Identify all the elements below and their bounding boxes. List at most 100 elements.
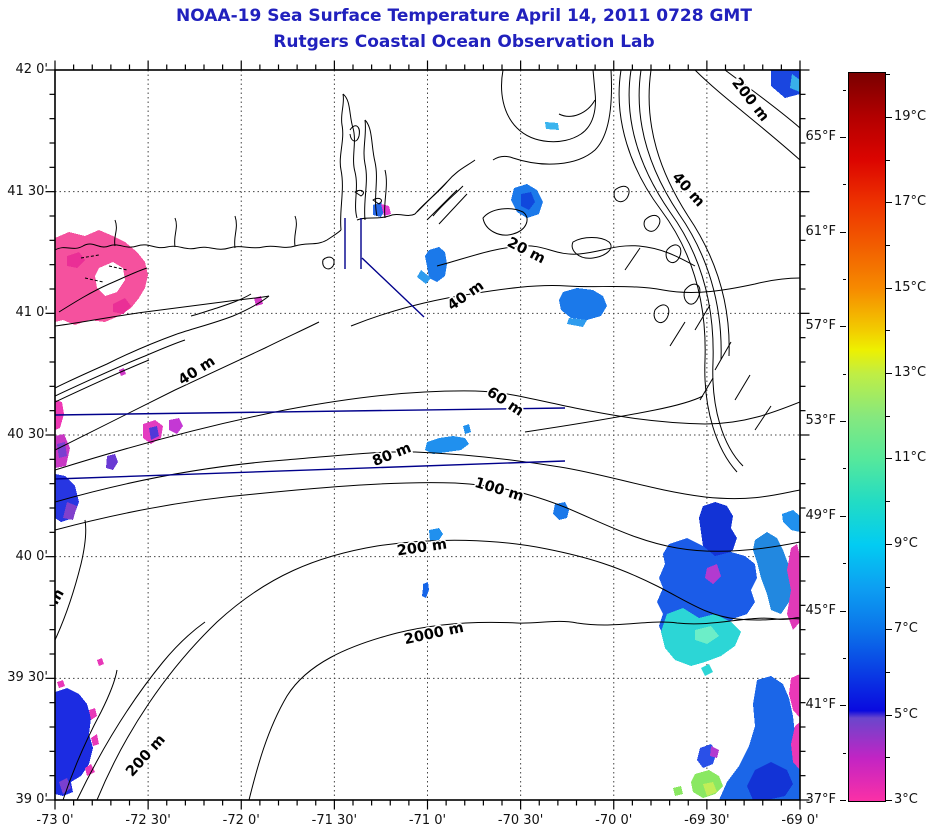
bathymetry-contour — [438, 193, 468, 225]
colorbar-minortick-f — [842, 89, 846, 91]
colorbar-minortick-c — [886, 159, 890, 161]
bathymetry-contour — [349, 125, 360, 142]
sst-patch-corner-mag2 — [791, 722, 800, 770]
x-tick-label: -70 0' — [595, 813, 633, 828]
sst-patch-se-darklobe — [699, 502, 737, 558]
colorbar-tick-c — [886, 800, 892, 801]
bathymetry-contour — [694, 304, 711, 331]
figure-title: NOAA-19 Sea Surface Temperature April 14… — [176, 6, 752, 26]
figure-subtitle: Rutgers Coastal Ocean Observation Lab — [273, 32, 655, 52]
bathymetry-contour — [55, 519, 87, 641]
colorbar-label-fahrenheit: 45°F — [805, 602, 836, 618]
transect-line — [55, 460, 566, 480]
bathymetry-contour — [96, 539, 800, 800]
colorbar-tick-f — [840, 705, 846, 707]
colorbar-tick-f — [840, 136, 846, 138]
y-tick-label: 39 30' — [7, 670, 48, 686]
colorbar-label-celsius: 15°C — [894, 279, 927, 295]
colorbar-label-fahrenheit: 49°F — [805, 507, 836, 523]
sst-patch-corner-dark — [747, 762, 793, 800]
bathymetry-contour — [669, 321, 686, 347]
sst-patch-bbay-blue — [425, 247, 447, 282]
sst-patch-lisound-dark2 — [113, 298, 131, 314]
sst-patch-purple-small — [106, 454, 118, 470]
colorbar-minortick-c — [886, 330, 890, 332]
y-tick-label: 41 0' — [15, 305, 48, 321]
contour-label: 2000 m — [403, 620, 466, 648]
bathymetry-contour — [234, 215, 237, 249]
y-tick-label: 40 30' — [7, 427, 48, 442]
contour-label: 40 m — [176, 353, 219, 388]
bathymetry-contour — [436, 245, 696, 267]
sst-patch-tinydot1 — [97, 658, 104, 666]
bathymetry-contour — [190, 293, 252, 317]
contour-label: m — [46, 586, 67, 607]
bathymetry-contour — [624, 247, 641, 271]
bathymetry-contour — [294, 215, 297, 247]
bathymetry-contour — [665, 244, 682, 263]
colorbar-tick-c — [886, 116, 892, 118]
bathymetry-contour — [356, 213, 416, 221]
bathymetry-contour — [571, 237, 612, 259]
colorbar-tick-f — [840, 231, 846, 233]
bathymetry-contour — [55, 451, 800, 503]
bathymetry-contour — [384, 169, 387, 219]
x-tick-label: -71 0' — [408, 813, 447, 828]
coast-dash — [84, 277, 104, 283]
coast-dash — [80, 254, 100, 259]
colorbar-label-fahrenheit: 65°F — [805, 128, 836, 144]
colorbar-minortick-c — [886, 74, 890, 76]
sst-patch-dot-magenta — [254, 296, 263, 306]
map-interior: 200 m 40 m 20 m 40 m 40 m 60 m 80 m 100 m 200 m 2… — [46, 70, 800, 800]
colorbar-minortick-c — [886, 415, 890, 417]
sst-patch-ccbay-cyan — [545, 122, 559, 130]
colorbar-minortick-f — [842, 468, 846, 470]
colorbar-tick-c — [886, 202, 892, 204]
bathymetry-contour — [492, 70, 612, 165]
sst-patch-se-lightcyan — [695, 626, 719, 644]
contour-label: 100 m — [473, 475, 526, 505]
sst-patch-corner-greendot — [673, 786, 683, 796]
x-tick-label: -71 30' — [311, 813, 358, 828]
sst-patch-mid-blue — [149, 426, 159, 440]
bathymetry-contour — [628, 70, 744, 467]
sst-patch-100m-blue — [553, 502, 569, 520]
sst-patch-vs-cyan — [567, 318, 587, 327]
x-tick-label: -72 0' — [222, 813, 260, 828]
y-tick-label: 40 0' — [15, 548, 48, 564]
x-tick-label: -73 0' — [36, 813, 74, 828]
colorbar-label-fahrenheit: 41°F — [805, 697, 836, 713]
sst-patch-80m-nub — [463, 424, 471, 434]
bathymetry-contour — [524, 395, 704, 433]
sst-patch-200m-blue — [429, 528, 443, 541]
colorbar-minortick-f — [842, 184, 846, 186]
colorbar-tick-f — [840, 800, 846, 801]
bathymetry-contour — [414, 159, 476, 215]
bathymetry-contour — [363, 119, 367, 221]
contour-label: 20 m — [504, 235, 547, 268]
bathymetry-contour — [55, 229, 342, 251]
colorbar-label-celsius: 17°C — [894, 194, 927, 210]
colorbar-tick-c — [886, 373, 892, 375]
colorbar-minortick-c — [886, 501, 890, 503]
bathymetry-contour — [724, 70, 800, 129]
contour-label: 40 m — [669, 170, 708, 211]
bathymetry-contour — [174, 217, 177, 248]
colorbar-minortick-f — [842, 752, 846, 754]
sst-patch-sw-purple — [59, 778, 71, 794]
x-tick-label: -70 30' — [497, 813, 544, 828]
bathymetry-contour — [558, 99, 596, 117]
colorbar-minortick-f — [842, 373, 846, 375]
colorbar-tick-f — [840, 421, 846, 423]
y-tick-label: 42 0' — [15, 62, 48, 77]
sst-patch-2000m-blue — [422, 582, 429, 598]
colorbar-label-fahrenheit: 37°F — [805, 792, 836, 807]
bathymetry-contour — [55, 321, 320, 451]
contour-label: 60 m — [484, 384, 527, 419]
colorbar-label-celsius: 19°C — [894, 108, 927, 124]
temperature-colorbar — [848, 72, 886, 802]
colorbar-minortick-f — [842, 278, 846, 280]
sst-patch-se-tail — [701, 664, 713, 676]
contour-label: 200 m — [123, 732, 169, 780]
